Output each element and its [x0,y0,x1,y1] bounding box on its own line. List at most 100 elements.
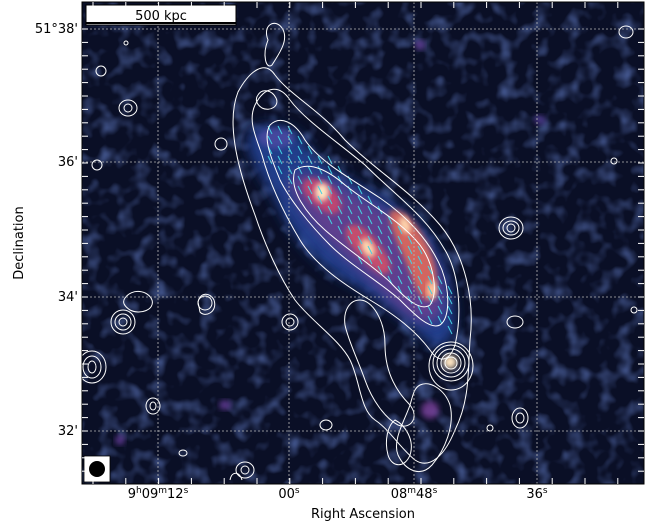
y-tick-label: 32' [58,424,78,439]
polarization-vector [297,185,303,195]
polarization-vector [327,215,333,225]
polarization-vector [297,175,303,185]
polarization-vector [357,225,363,235]
polarization-vector [347,205,353,215]
polarization-vector [297,135,303,145]
polarization-vector [307,165,313,175]
polarization-vector [437,305,443,315]
polarization-vector [377,265,383,275]
polarization-vector [377,255,383,265]
polarization-vector [397,285,403,295]
polarization-vector [387,235,393,245]
polarization-vector [447,285,453,295]
beam-marker [83,455,111,483]
polarization-vector [447,315,453,325]
polarization-vector [357,245,363,255]
polarization-vector [317,195,323,205]
polarization-vector [327,175,333,185]
polarization-vector [447,325,453,335]
polarization-vector [387,265,393,275]
polarization-vector [317,205,323,215]
polarization-vector [427,265,433,275]
scale-bar [85,4,237,26]
polarization-vector [417,265,423,275]
polarization-vector [387,215,393,225]
polarization-vector [417,275,423,285]
scale-bar-label: 500 kpc [135,9,187,24]
y-tick-label: 36' [58,155,78,170]
polarization-vector [347,225,353,235]
polarization-vector [307,145,313,155]
polarization-vector [367,225,373,235]
polarization-vector [427,315,433,325]
polarization-vector [367,215,373,225]
x-tick-labels: 9h09m12s 00s 08m48s 36s [128,486,548,502]
x-axis-title: Right Ascension [311,507,415,522]
polarization-vector [307,175,313,185]
polarization-vector [387,245,393,255]
polarization-vector [317,165,323,175]
polarization-vector [417,285,423,295]
polarization-vector [287,135,293,145]
polarization-vector [397,265,403,275]
x-tick-label: 36s [526,486,548,502]
polarization-vector [357,255,363,265]
polarization-vector [377,225,383,235]
polarization-vector [397,225,403,235]
polarization-vector [337,215,343,225]
polarization-vector [337,195,343,205]
polarization-vector [437,285,443,295]
polarization-vector [307,185,313,195]
polarization-vector [417,255,423,265]
polarization-vector [297,165,303,175]
y-axis-title: Declination [12,206,27,280]
polarization-vector [377,235,383,245]
polarization-vector [347,235,353,245]
polarization-vector [347,195,353,205]
polarization-vector [427,285,433,295]
polarization-vector [277,145,283,155]
polarization-vector [437,315,443,325]
polarization-vector [447,295,453,305]
polarization-vector [337,175,343,185]
polarization-vector [437,275,443,285]
polarization-vector [407,245,413,255]
polarization-vector [327,195,333,205]
y-tick-label: 51°38' [35,22,78,37]
x-tick-label: 9h09m12s [128,486,189,502]
x-tick-label: 00s [278,486,300,502]
polarization-vector [277,155,283,165]
polarization-vector [427,275,433,285]
polarization-vector [337,185,343,195]
x-tick-label: 08m48s [391,486,438,502]
polarization-vector [407,235,413,245]
polarization-vector [337,225,343,235]
polarization-vector [447,305,453,315]
polarization-vector [357,195,363,205]
polarization-vector [397,255,403,265]
polarization-vector [297,145,303,155]
polarization-vector [397,235,403,245]
polarization-vector [377,245,383,255]
polarization-vector [357,235,363,245]
polarization-vector [367,245,373,255]
polarization-vector [327,205,333,215]
polarization-vector [367,205,373,215]
polarization-vector [317,185,323,195]
polarization-vector [327,155,333,165]
polarization-vector [297,155,303,165]
polarization-vector [407,255,413,265]
polarization-vector [387,225,393,235]
y-tick-labels: 51°38' 36' 34' 32' [35,22,78,439]
polarization-vector [357,185,363,195]
polarization-vector [327,185,333,195]
polarization-vector [277,125,283,135]
polarization-vector [397,275,403,285]
polarization-vector [357,215,363,225]
polarization-vector [427,305,433,315]
polarization-vector [407,295,413,305]
polarization-vector [397,245,403,255]
polarization-vector [307,155,313,165]
polarization-vector [407,275,413,285]
polarization-vector [357,205,363,215]
